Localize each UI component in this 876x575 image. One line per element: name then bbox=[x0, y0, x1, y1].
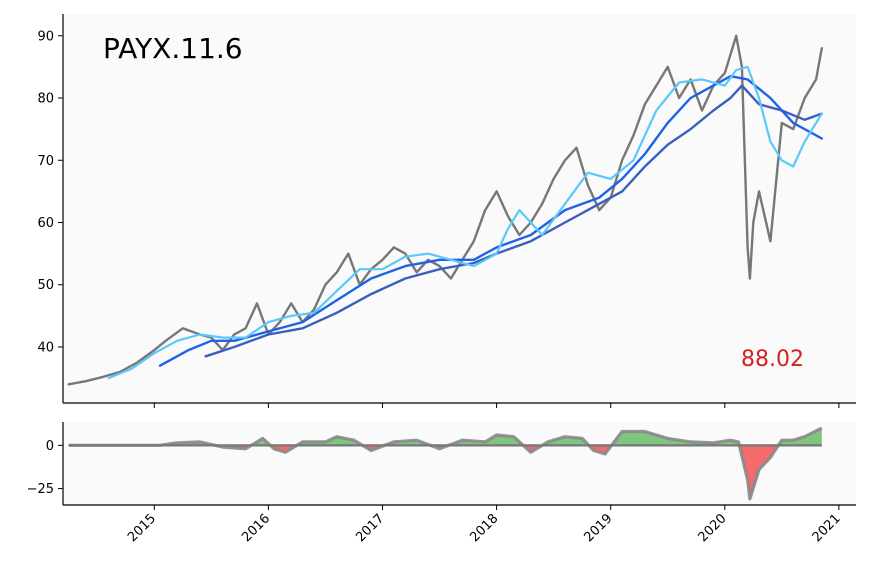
main-y-tick-label: 40 bbox=[37, 340, 54, 355]
moving-average-slow-line bbox=[204, 84, 823, 358]
sub-panel: 0 −25 2015 2016 2017 2018 2019 2020 2021 bbox=[27, 422, 856, 545]
main-y-tick-label: 60 bbox=[37, 216, 54, 231]
main-plot-background bbox=[63, 14, 856, 403]
sub-y-ticks: 0 −25 bbox=[27, 439, 63, 497]
price-series-line bbox=[67, 34, 823, 386]
x-tick-label: 2018 bbox=[467, 511, 501, 545]
sub-series-group bbox=[68, 426, 823, 501]
x-tick-label: 2019 bbox=[582, 511, 616, 545]
x-tick-label: 2015 bbox=[125, 511, 159, 545]
main-y-ticks: 40 50 60 70 80 90 bbox=[37, 29, 63, 355]
x-tick-label: 2017 bbox=[353, 511, 387, 545]
sub-y-tick-label: −25 bbox=[27, 482, 54, 497]
sub-plot-background bbox=[63, 422, 856, 505]
chart-title: PAYX.11.6 bbox=[103, 32, 243, 65]
negative-area bbox=[68, 445, 822, 499]
main-y-tick-label: 70 bbox=[37, 154, 54, 169]
main-y-tick-label: 50 bbox=[37, 278, 54, 293]
x-tick-label: 2021 bbox=[810, 511, 844, 545]
main-x-ticks bbox=[153, 403, 840, 408]
x-tick-label: 2016 bbox=[239, 511, 273, 545]
moving-average-fast-line bbox=[107, 65, 823, 380]
sub-x-ticks: 2015 2016 2017 2018 2019 2020 2021 bbox=[125, 505, 844, 545]
main-series-group bbox=[67, 34, 823, 386]
main-y-tick-label: 90 bbox=[37, 29, 54, 44]
main-panel: 40 50 60 70 80 90 PAYX.11.6 88.02 bbox=[37, 14, 856, 408]
x-tick-label: 2020 bbox=[696, 511, 730, 545]
last-price-label: 88.02 bbox=[741, 347, 804, 372]
sub-y-tick-label: 0 bbox=[46, 439, 54, 454]
main-y-tick-label: 80 bbox=[37, 92, 54, 107]
